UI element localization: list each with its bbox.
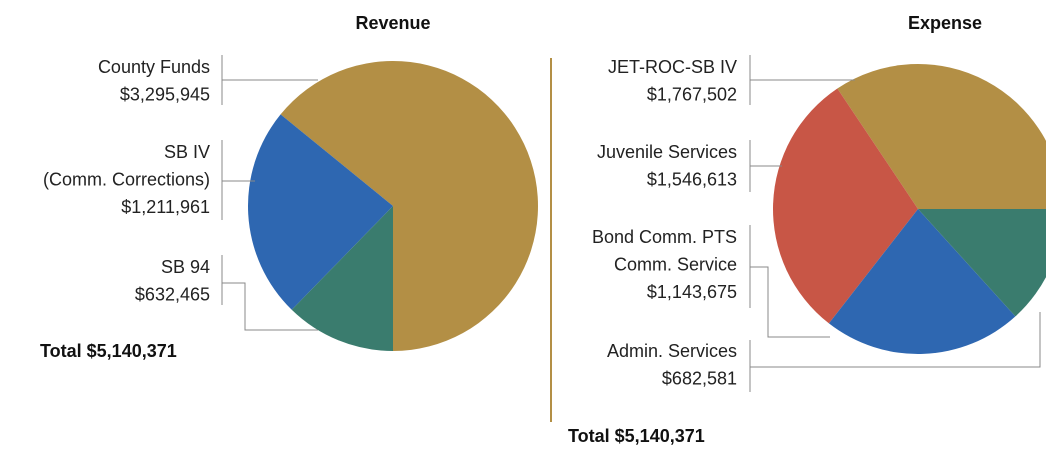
slice-label: Bond Comm. PTS [592, 227, 737, 247]
pie-slice [248, 114, 393, 310]
chart-title: Expense [908, 13, 982, 33]
pie-slice [918, 209, 1046, 317]
slice-value: $1,546,613 [647, 169, 737, 189]
slice-value: $1,143,675 [647, 282, 737, 302]
slice-label: Comm. Service [614, 254, 737, 274]
slice-label: Juvenile Services [597, 142, 737, 162]
slice-label: SB 94 [161, 257, 210, 277]
leader-line [222, 282, 318, 331]
slice-value: $682,581 [662, 368, 737, 388]
slice-label: County Funds [98, 57, 210, 77]
pie-slice [773, 88, 918, 324]
pie-slice [280, 60, 538, 351]
slice-label: (Comm. Corrections) [43, 169, 210, 189]
slice-value: $632,465 [135, 284, 210, 304]
pie-slice [828, 209, 1016, 354]
slice-value: $3,295,945 [120, 84, 210, 104]
leader-line [750, 266, 830, 338]
slice-label: SB IV [164, 142, 210, 162]
slice-label: Admin. Services [607, 341, 737, 361]
chart-title: Revenue [355, 13, 430, 33]
slice-value: $1,767,502 [647, 84, 737, 104]
total-label: Total $5,140,371 [40, 341, 177, 361]
pie-slice [837, 64, 1046, 209]
pie-slice [291, 206, 393, 351]
total-label: Total $5,140,371 [568, 426, 705, 446]
slice-label: JET-ROC-SB IV [608, 57, 737, 77]
slice-value: $1,211,961 [121, 197, 210, 217]
leader-line [750, 312, 1041, 368]
